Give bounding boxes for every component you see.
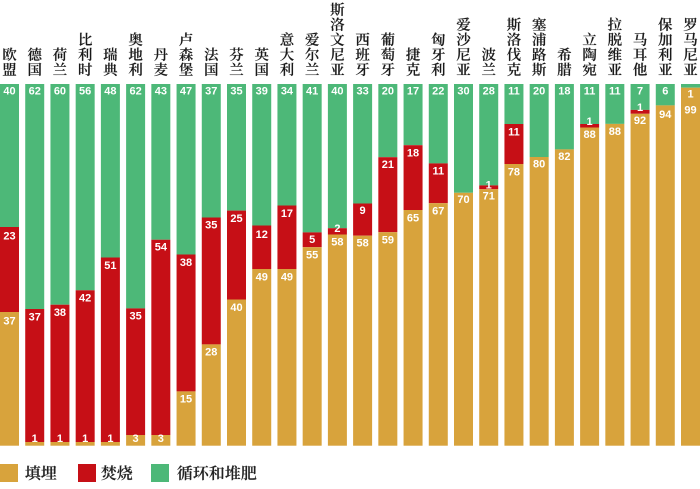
svg-text:56: 56 (79, 86, 91, 98)
svg-text:38: 38 (54, 307, 66, 319)
svg-text:99: 99 (684, 105, 696, 117)
svg-text:40: 40 (230, 302, 242, 314)
svg-text:28: 28 (205, 347, 217, 359)
svg-text:1: 1 (82, 433, 88, 445)
svg-text:38: 38 (180, 257, 192, 269)
svg-text:3: 3 (158, 433, 164, 445)
svg-text:17: 17 (407, 86, 419, 98)
svg-text:6: 6 (662, 86, 668, 98)
svg-text:49: 49 (281, 271, 293, 283)
svg-text:1: 1 (107, 433, 113, 445)
svg-text:25: 25 (230, 213, 242, 225)
svg-text:39: 39 (256, 86, 268, 98)
svg-text:78: 78 (508, 166, 520, 178)
svg-text:1: 1 (587, 116, 593, 128)
svg-text:65: 65 (407, 212, 419, 224)
svg-text:18: 18 (407, 148, 419, 160)
svg-text:15: 15 (180, 394, 192, 406)
svg-text:7: 7 (637, 86, 643, 98)
svg-text:11: 11 (609, 86, 621, 98)
svg-text:88: 88 (583, 129, 595, 141)
svg-text:35: 35 (205, 219, 217, 231)
svg-text:18: 18 (558, 86, 570, 98)
svg-text:11: 11 (432, 166, 444, 178)
svg-text:70: 70 (457, 194, 469, 206)
svg-text:11: 11 (508, 86, 520, 98)
svg-text:11: 11 (508, 126, 520, 138)
svg-text:48: 48 (104, 86, 116, 98)
svg-text:49: 49 (256, 271, 268, 283)
svg-text:58: 58 (356, 238, 368, 250)
svg-text:20: 20 (533, 86, 545, 98)
svg-text:92: 92 (634, 115, 646, 127)
svg-text:35: 35 (230, 86, 242, 98)
svg-text:22: 22 (432, 86, 444, 98)
svg-text:58: 58 (331, 237, 343, 249)
svg-text:67: 67 (432, 206, 444, 218)
svg-text:1: 1 (32, 433, 38, 445)
svg-text:41: 41 (306, 86, 318, 98)
svg-text:3: 3 (133, 433, 139, 445)
svg-text:37: 37 (205, 86, 217, 98)
svg-text:12: 12 (256, 229, 268, 241)
svg-text:82: 82 (558, 151, 570, 163)
svg-text:30: 30 (457, 86, 469, 98)
svg-text:17: 17 (281, 208, 293, 220)
svg-text:42: 42 (79, 292, 91, 304)
svg-text:88: 88 (609, 126, 621, 138)
svg-text:1: 1 (486, 180, 492, 192)
svg-text:37: 37 (29, 311, 41, 323)
svg-text:55: 55 (306, 249, 318, 261)
svg-text:51: 51 (104, 260, 116, 272)
svg-text:60: 60 (54, 86, 66, 98)
svg-text:40: 40 (331, 86, 343, 98)
svg-text:34: 34 (281, 86, 294, 98)
svg-text:71: 71 (483, 191, 495, 203)
svg-text:35: 35 (129, 311, 141, 323)
svg-text:1: 1 (57, 433, 63, 445)
svg-text:40: 40 (3, 86, 15, 98)
svg-text:28: 28 (483, 86, 495, 98)
svg-text:43: 43 (155, 86, 167, 98)
svg-text:33: 33 (356, 86, 368, 98)
svg-text:9: 9 (360, 205, 366, 217)
svg-text:62: 62 (29, 86, 41, 98)
svg-text:2: 2 (334, 223, 340, 235)
svg-text:5: 5 (309, 234, 315, 246)
svg-text:20: 20 (382, 86, 394, 98)
svg-text:54: 54 (155, 242, 168, 254)
svg-text:59: 59 (382, 235, 394, 247)
svg-text:23: 23 (3, 231, 15, 243)
svg-text:1: 1 (637, 102, 643, 114)
svg-text:21: 21 (382, 159, 394, 171)
svg-text:80: 80 (533, 158, 545, 170)
svg-text:1: 1 (687, 89, 693, 101)
svg-text:11: 11 (584, 86, 596, 98)
svg-text:62: 62 (129, 86, 141, 98)
svg-text:94: 94 (659, 109, 672, 121)
svg-text:47: 47 (180, 86, 192, 98)
svg-text:37: 37 (3, 316, 15, 328)
